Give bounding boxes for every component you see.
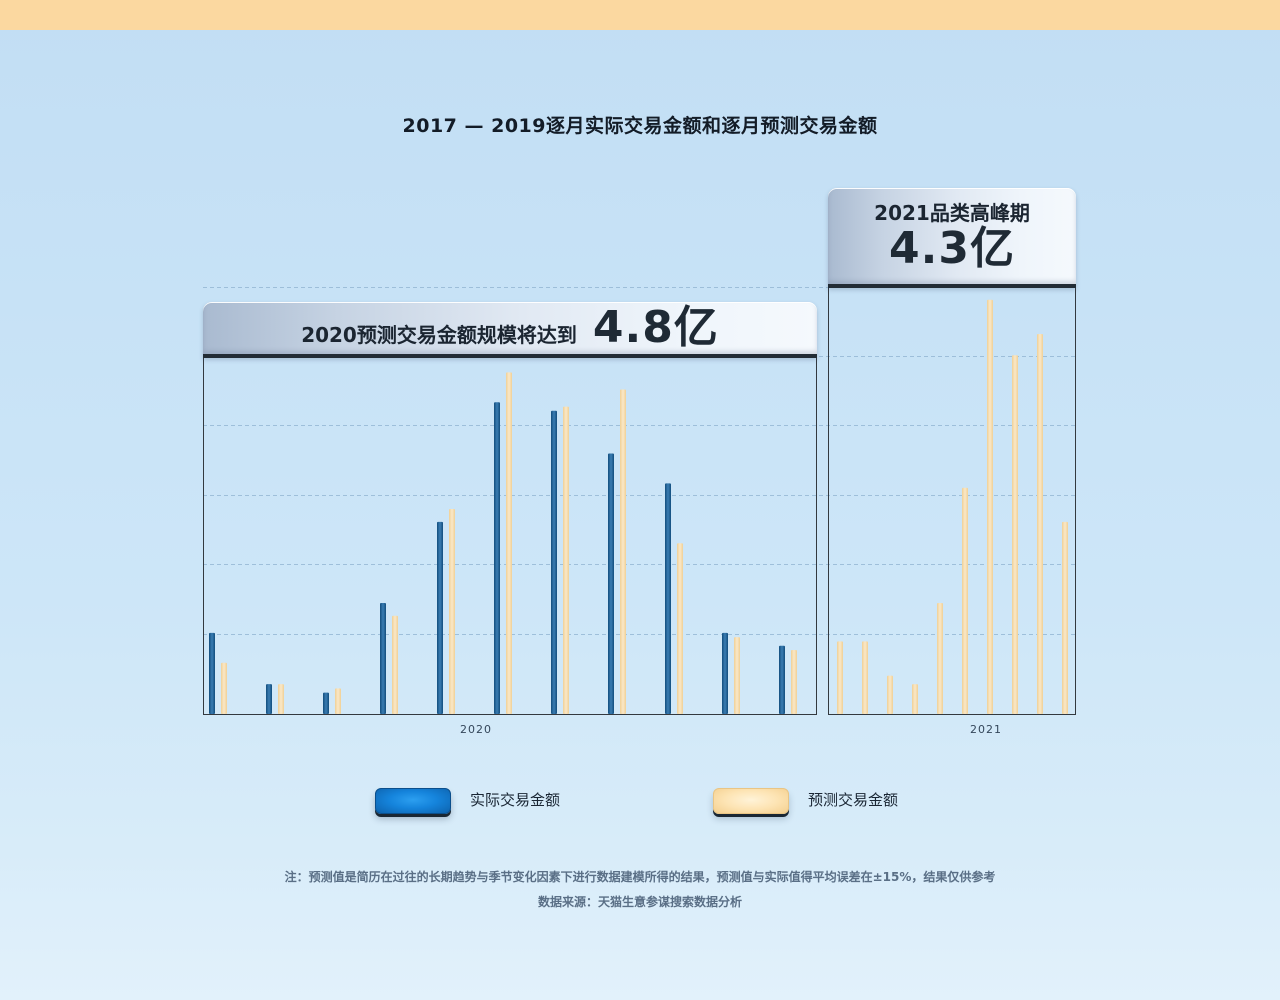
top-banner-strip — [0, 0, 1280, 30]
bar-2020-actual-2 — [266, 684, 272, 714]
bar-2021-forecast-2 — [862, 641, 868, 714]
bars — [209, 299, 1068, 714]
bar-2020-actual-1 — [209, 632, 215, 714]
x-axis-label-2020: 2020 — [460, 723, 492, 736]
panel-2021-callout-value: 4.3亿 — [889, 223, 1015, 274]
bar-2021-forecast-1 — [837, 641, 843, 714]
bar-2020-forecast-8 — [620, 389, 626, 714]
bar-2020-forecast-10 — [734, 637, 740, 714]
panel-2021-callout: 2021品类高峰期 4.3亿 — [828, 188, 1076, 288]
bar-2020-actual-6 — [494, 402, 500, 714]
bar-2020-forecast-11 — [791, 650, 797, 714]
bar-2021-forecast-7 — [987, 299, 993, 714]
bar-2020-actual-7 — [551, 410, 557, 714]
legend-label-actual: 实际交易金额 — [470, 791, 561, 809]
bar-2021-forecast-3 — [887, 675, 893, 714]
bar-2021-forecast-6 — [962, 487, 968, 714]
x-axis-label-2021: 2021 — [970, 723, 1002, 736]
bar-2021-forecast-9 — [1037, 334, 1043, 714]
bar-2020-forecast-6 — [506, 372, 512, 714]
panel-2020-callout-value: 4.8亿 — [592, 302, 719, 353]
legend-swatch-forecast — [713, 788, 789, 814]
bar-2021-forecast-8 — [1012, 355, 1018, 714]
bar-2020-forecast-3 — [335, 688, 341, 714]
panel-2020-callout-text: 2020预测交易金额规模将达到 — [301, 323, 577, 347]
bar-2020-actual-10 — [722, 632, 728, 714]
bar-2020-forecast-7 — [563, 406, 569, 714]
legend-label-forecast: 预测交易金额 — [808, 791, 899, 809]
bar-2020-forecast-2 — [278, 684, 284, 714]
bar-2021-forecast-4 — [912, 684, 918, 714]
bar-2020-forecast-5 — [449, 509, 455, 714]
bar-2020-forecast-4 — [392, 615, 398, 714]
bar-2020-actual-8 — [608, 453, 614, 714]
panel-2021-callout-text: 2021品类高峰期 — [874, 201, 1030, 225]
bar-2020-actual-3 — [323, 692, 329, 714]
bar-2020-actual-9 — [665, 483, 671, 714]
bar-2020-forecast-1 — [221, 662, 227, 714]
data-source-note: 数据来源：天猫生意参谋搜索数据分析 — [537, 895, 742, 909]
chart-title: 2017 — 2019逐月实际交易金额和逐月预测交易金额 — [402, 115, 878, 137]
footnote: 注：预测值是简历在过往的长期趋势与季节变化因素下进行数据建模所得的结果，预测值与… — [284, 870, 996, 884]
bar-2021-forecast-10 — [1062, 521, 1068, 714]
bar-2020-actual-5 — [437, 521, 443, 714]
bar-2020-actual-11 — [779, 645, 785, 714]
panel-2020-callout: 2020预测交易金额规模将达到 4.8亿 — [203, 302, 817, 358]
bar-2020-actual-4 — [380, 603, 386, 714]
bar-2020-forecast-9 — [677, 543, 683, 714]
legend-swatch-actual — [375, 788, 451, 814]
bar-2021-forecast-5 — [937, 603, 943, 714]
